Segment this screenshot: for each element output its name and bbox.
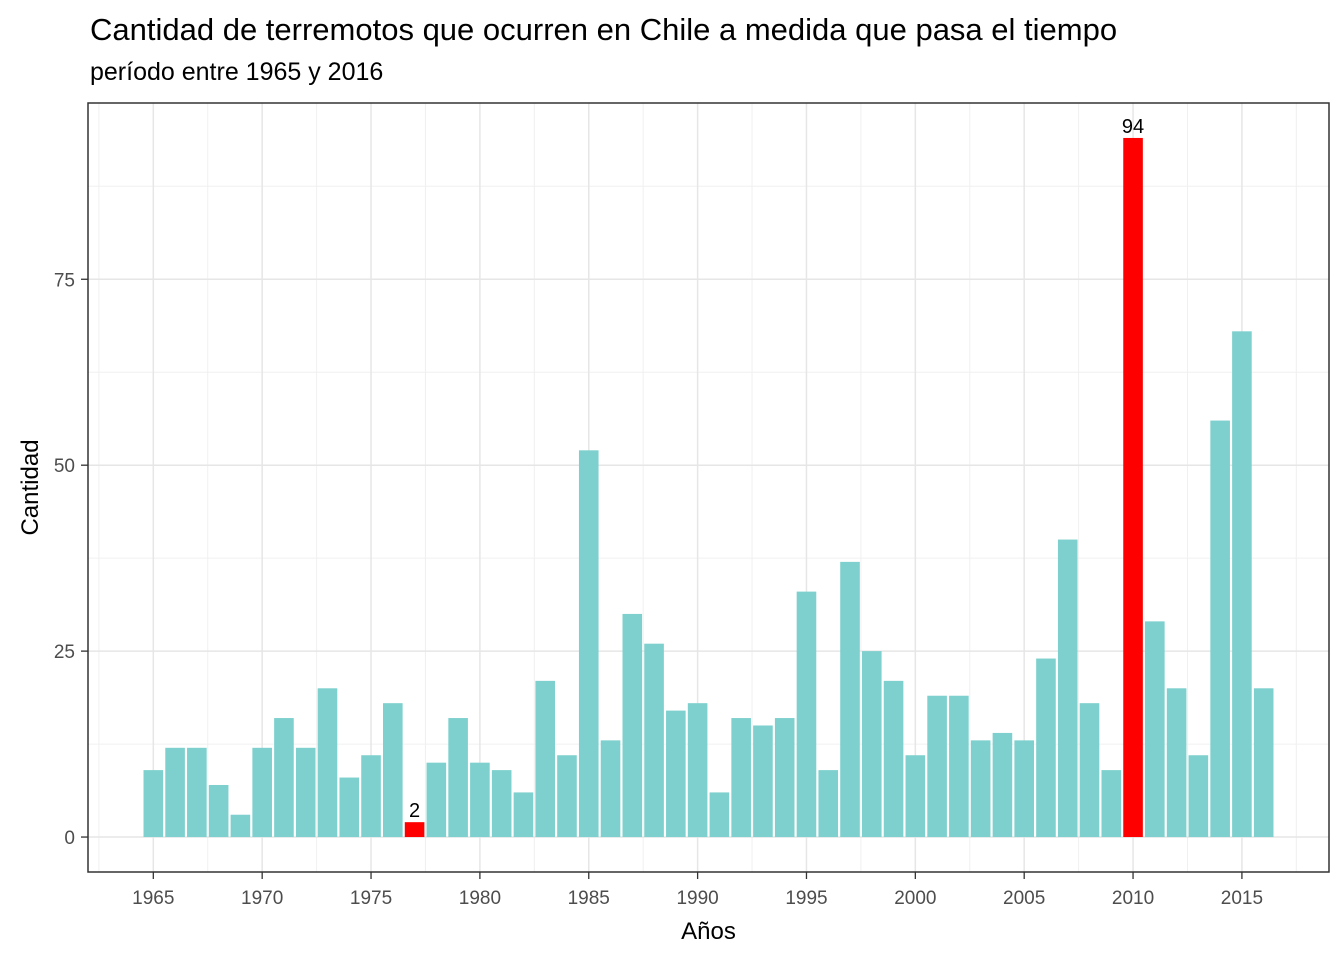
axes: 1965 1970 1975 1980 1985 1990 1995 2000 2005 2010… [54, 270, 1263, 909]
x-tick-label: 2005 [1003, 888, 1045, 909]
bar [513, 792, 534, 838]
bar [709, 792, 730, 838]
x-tick-label: 2010 [1112, 888, 1154, 909]
bar [165, 747, 185, 838]
data-label: 94 [1122, 116, 1144, 138]
bar [578, 450, 599, 838]
data-labels: 2 94 [409, 116, 1144, 822]
bar [949, 695, 969, 838]
bar [1014, 740, 1034, 838]
y-tick-label: 0 [64, 828, 75, 849]
bar [818, 770, 839, 838]
bar [861, 651, 882, 838]
bar [448, 718, 468, 838]
chart-subtitle: período entre 1965 y 2016 [90, 58, 384, 86]
y-axis-title: Cantidad [17, 439, 44, 535]
bar [774, 718, 795, 838]
bar [295, 747, 316, 838]
bar [840, 561, 860, 838]
bar [666, 710, 686, 838]
bar [1101, 770, 1122, 838]
x-tick-label: 2000 [894, 888, 936, 909]
bar [274, 718, 294, 838]
bar [339, 777, 360, 838]
bar [252, 747, 272, 838]
bar [491, 770, 512, 838]
bar [796, 591, 817, 838]
bar [753, 725, 773, 838]
bar [317, 688, 338, 838]
bar-highlighted [404, 822, 425, 838]
x-tick-label: 1995 [785, 888, 827, 909]
bar [600, 740, 621, 838]
bar [1166, 688, 1187, 838]
bar [187, 747, 207, 838]
bar [927, 695, 947, 838]
panel-border [87, 102, 1330, 873]
bar [992, 732, 1013, 838]
x-tick-label: 1990 [676, 888, 718, 909]
bar [361, 755, 381, 838]
y-tick-label: 25 [54, 642, 75, 663]
bar [905, 755, 926, 838]
bar [1145, 621, 1165, 838]
x-tick-label: 1975 [350, 888, 392, 909]
bar-highlighted [1123, 137, 1143, 838]
bar [535, 680, 556, 838]
x-axis-title: Años [681, 918, 736, 945]
y-tick-label: 50 [54, 456, 75, 477]
bar [143, 770, 164, 838]
bars [143, 137, 1274, 838]
bar [1188, 755, 1209, 838]
x-tick-label: 1965 [132, 888, 174, 909]
data-label: 2 [409, 800, 420, 822]
bar [1253, 688, 1274, 838]
bar [970, 740, 991, 838]
bar [1057, 539, 1078, 838]
x-tick-label: 1985 [568, 888, 610, 909]
bar [883, 680, 904, 838]
bar [687, 703, 708, 838]
bar [1036, 658, 1056, 838]
x-tick-label: 2015 [1221, 888, 1263, 909]
chart-title: Cantidad de terremotos que ocurren en Ch… [90, 12, 1118, 47]
y-tick-label: 75 [54, 270, 75, 291]
bar [731, 718, 751, 838]
bar [426, 762, 447, 838]
bar [622, 613, 643, 838]
bar [208, 784, 229, 838]
bar [1232, 331, 1252, 838]
bar [470, 762, 490, 838]
bar [1079, 703, 1100, 838]
bar [383, 703, 403, 838]
x-tick-label: 1970 [241, 888, 283, 909]
bar [230, 814, 251, 838]
bar [557, 755, 577, 838]
bar [1210, 420, 1230, 838]
bar [644, 643, 664, 838]
x-tick-label: 1980 [459, 888, 501, 909]
